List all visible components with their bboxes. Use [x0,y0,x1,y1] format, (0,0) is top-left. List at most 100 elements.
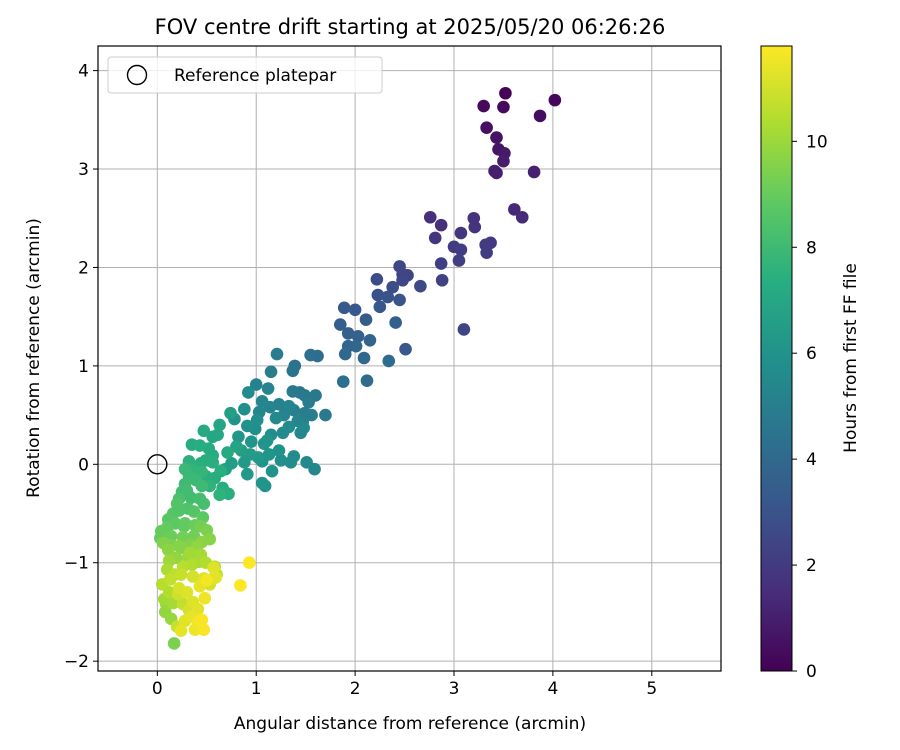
data-point [527,165,541,179]
y-tick-label: 2 [78,258,89,278]
data-point [174,624,188,637]
data-point [336,375,350,388]
data-point [244,435,258,448]
data-point [180,585,194,599]
data-point [206,456,220,469]
data-points [154,86,562,650]
data-point [490,131,503,144]
data-point [195,613,209,627]
data-point [174,568,188,581]
data-point [348,303,362,317]
data-point [414,279,427,293]
data-point [396,273,409,287]
data-point [499,86,512,100]
data-point [284,456,298,469]
data-point [214,464,227,478]
data-point [300,456,313,469]
x-tick-label: 3 [449,679,460,699]
data-point [163,573,177,586]
data-point [269,411,283,425]
x-tick-label: 4 [547,679,558,699]
data-point [262,448,276,461]
colorbar-tick-label: 6 [806,344,817,364]
y-tick-label: 4 [78,62,89,82]
data-point [360,374,374,387]
data-point [276,426,290,440]
data-point [533,109,547,123]
data-point [198,591,212,605]
data-point [197,497,211,510]
data-point [224,406,237,420]
data-point [260,434,274,447]
colorbar-tick-label: 0 [806,662,817,682]
data-point [302,395,315,409]
data-point [497,154,510,168]
data-point [193,439,207,452]
data-point [363,333,377,347]
data-point [382,354,396,368]
x-tick-label: 0 [152,679,163,699]
y-axis-label: Rotation from reference (arcmin) [24,218,44,498]
y-tick-label: 1 [78,357,89,377]
data-point [373,300,387,314]
data-point [241,419,254,433]
data-point [161,543,175,557]
data-point [480,121,493,134]
data-point [241,467,254,481]
data-point [349,339,363,353]
data-point [286,364,300,378]
data-point [333,318,347,331]
plot-frame [97,45,722,672]
data-point [381,290,395,304]
data-point [243,556,256,570]
colorbar-tick-label: 4 [806,450,817,470]
colorbar-tick-label: 8 [806,238,817,258]
data-point [167,637,181,650]
data-point [265,464,279,478]
chart-title: FOV centre drift starting at 2025/05/20 … [155,15,666,39]
data-point [389,316,402,329]
data-point [338,347,352,361]
data-point [255,476,269,490]
colorbar-ticks: 0 2 4 6 8 10 [792,132,828,682]
data-point [337,301,351,315]
y-tick-label: 0 [78,455,89,475]
legend-label: Reference platepar [174,66,336,86]
data-point [206,430,220,444]
data-point [238,402,251,416]
axis-ticks: 0 1 2 3 4 5 −2 −1 0 1 2 3 4 [64,62,657,699]
legend-box [107,56,383,94]
data-point [452,254,466,267]
data-point [187,505,201,518]
data-point [234,579,247,592]
colorbar-gradient [760,45,793,672]
data-point [393,260,406,273]
data-point [177,520,191,533]
data-point [197,623,211,636]
colorbar-tick-label: 2 [806,556,817,576]
data-point [428,231,442,245]
colorbar-label: Hours from first FF file [841,263,861,453]
data-point [230,440,243,453]
data-point [457,323,471,336]
data-point [255,395,269,408]
data-point [515,210,529,224]
y-tick-label: −2 [64,652,89,672]
data-point [454,226,468,240]
legend-marker-icon [126,64,148,86]
data-point [242,386,255,399]
data-point [341,327,355,340]
data-point [180,484,194,498]
data-point [183,546,197,560]
colorbar-tick-label: 10 [806,132,828,152]
data-point [468,220,482,234]
data-point [207,561,220,574]
data-point [497,100,510,114]
data-point [490,166,503,180]
colorbar: 0 2 4 6 8 10 Hours from first FF file [760,45,861,682]
data-point [393,293,406,307]
data-point [197,424,211,438]
data-point [270,347,284,361]
data-point [272,444,286,457]
